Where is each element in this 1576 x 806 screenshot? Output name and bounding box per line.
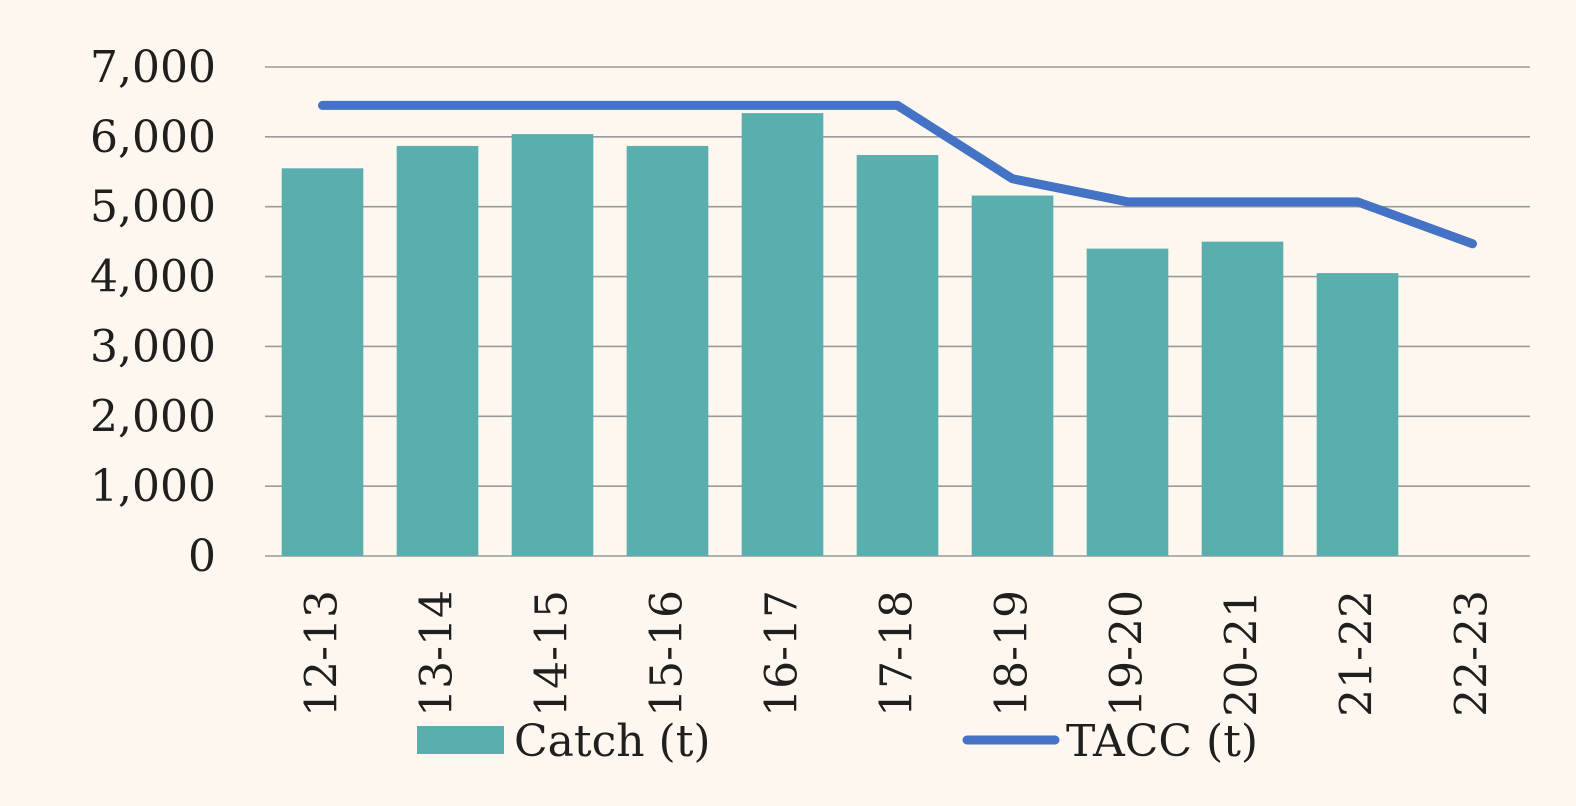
y-tick-label: 2,000 [90, 391, 216, 442]
x-tick-label: 17-18 [872, 590, 923, 717]
legend-swatch-catch [417, 726, 504, 754]
catch-bar-18-19 [972, 196, 1054, 556]
catch-bar-14-15 [512, 134, 594, 556]
catch-bar-17-18 [857, 155, 939, 556]
x-tick-label: 21-22 [1332, 590, 1383, 717]
catch-bar-12-13 [282, 168, 364, 556]
catch-bar-21-22 [1317, 273, 1399, 556]
catch-bar-20-21 [1202, 242, 1284, 556]
y-tick-label: 7,000 [90, 42, 216, 93]
legend: Catch (t) TACC (t) [417, 716, 1258, 767]
y-tick-label: 3,000 [90, 321, 216, 372]
y-tick-label: 5,000 [90, 182, 216, 233]
y-tick-label: 4,000 [90, 252, 216, 303]
x-tick-label: 14-15 [527, 590, 578, 717]
y-tick-label: 0 [188, 531, 216, 582]
x-tick-label: 15-16 [642, 590, 693, 717]
y-axis-tick-labels: 0 1,000 2,000 3,000 4,000 5,000 6,000 7,000 [90, 42, 216, 582]
x-tick-label: 19-20 [1102, 590, 1153, 717]
x-axis-tick-labels: 12-13 13-14 14-15 15-16 16-17 17-18 18-19 19-20… [297, 590, 1498, 717]
catch-bars [282, 113, 1399, 556]
catch-bar-13-14 [397, 146, 479, 556]
x-tick-label: 18-19 [987, 590, 1038, 717]
legend-label-tacc: TACC (t) [1066, 716, 1258, 767]
catch-bar-16-17 [742, 113, 824, 556]
legend-label-catch: Catch (t) [514, 716, 711, 767]
catch-bar-19-20 [1087, 249, 1169, 556]
catch-bar-15-16 [627, 146, 709, 556]
y-tick-label: 1,000 [90, 461, 216, 512]
x-tick-label: 20-21 [1217, 590, 1268, 717]
x-tick-label: 12-13 [297, 590, 348, 717]
x-tick-label: 22-23 [1447, 590, 1498, 717]
x-tick-label: 16-17 [757, 590, 808, 717]
x-tick-label: 13-14 [412, 590, 463, 717]
y-tick-label: 6,000 [90, 112, 216, 163]
